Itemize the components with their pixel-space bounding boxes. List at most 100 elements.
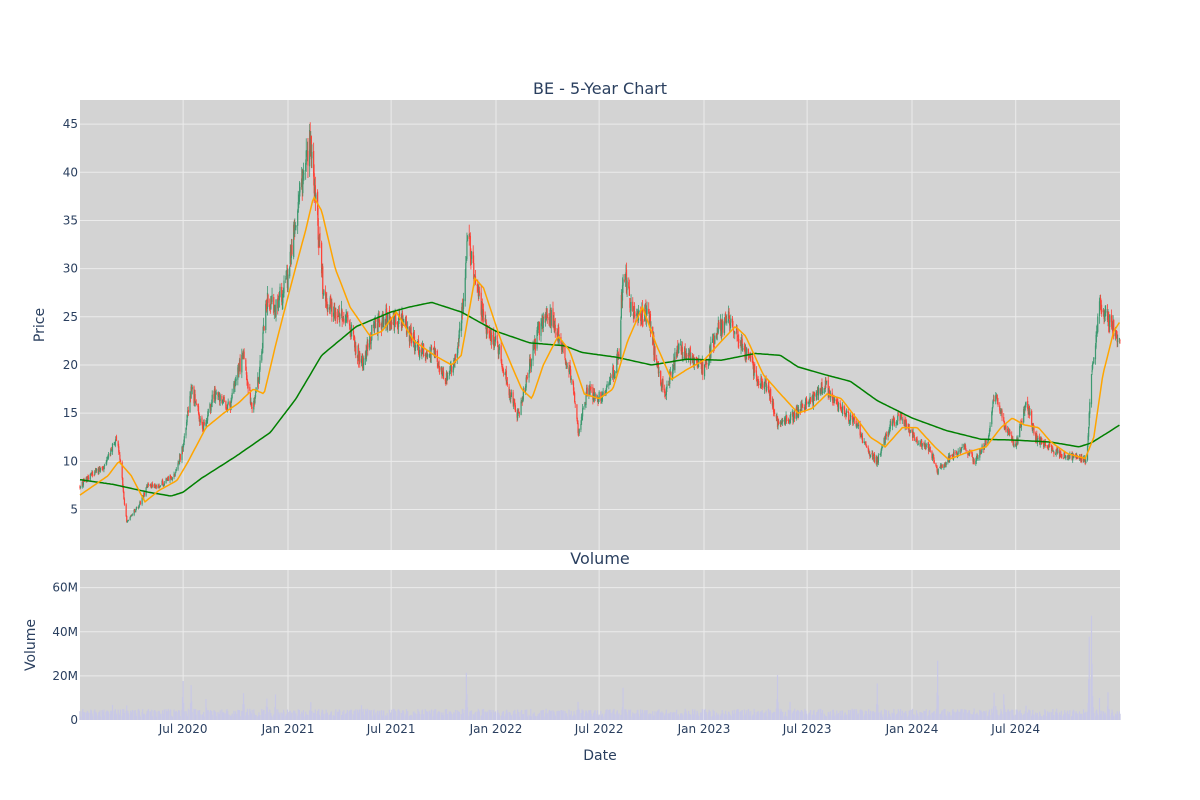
candle-body (868, 448, 870, 454)
volume-bar (215, 716, 217, 720)
candle-body (1090, 374, 1093, 405)
candle-body (191, 387, 193, 390)
candle-body (93, 474, 95, 476)
candle-body (677, 345, 679, 354)
candle-body (968, 451, 971, 455)
volume-bar (518, 716, 520, 720)
volume-bar (969, 713, 971, 720)
volume-bar (913, 714, 915, 720)
candle-body (518, 410, 520, 413)
candle-body (1053, 451, 1055, 454)
candle-body (261, 351, 263, 361)
candle-body (566, 365, 568, 367)
candle-body (434, 349, 436, 358)
volume-bar (766, 716, 768, 720)
candle-body (165, 478, 167, 484)
volume-bar (610, 713, 612, 720)
volume-bar (522, 714, 524, 720)
candle-body (672, 364, 674, 371)
volume-bar (79, 716, 82, 720)
volume-bar (478, 711, 481, 720)
candle-body (916, 438, 918, 444)
volume-bar (518, 712, 520, 720)
candle-body (353, 334, 355, 339)
candle-body (905, 420, 907, 428)
candle-body (227, 401, 229, 405)
volume-bar (634, 713, 636, 720)
candle-body (609, 376, 612, 381)
candle-body (347, 315, 349, 322)
candle-body (496, 335, 498, 340)
candle-body (945, 462, 947, 466)
x-tick-label: Jul 2021 (366, 722, 416, 736)
candle-body (490, 332, 493, 343)
volume-bar (608, 709, 610, 720)
candle-body (509, 392, 511, 398)
volume-bar (1105, 714, 1107, 720)
candle-body (91, 471, 94, 476)
volume-bar (786, 716, 788, 720)
volume-bar (103, 709, 105, 720)
candle-body (915, 439, 917, 442)
volume-bar (287, 712, 289, 720)
candle-body (542, 316, 544, 328)
candle-body (1047, 447, 1049, 449)
candle-body (1007, 428, 1009, 432)
volume-bar (568, 709, 570, 720)
candle-body (293, 224, 295, 258)
candle-body (973, 459, 975, 465)
volume-bar (953, 711, 955, 720)
candle-body (525, 377, 527, 388)
volume-bar (682, 714, 684, 720)
candle-body (737, 335, 739, 337)
x-tick-label: Jan 2022 (469, 722, 523, 736)
candle-body (289, 251, 291, 265)
volume-y-tick-label: 0 (70, 713, 78, 727)
volume-plot-background (80, 570, 1120, 720)
x-tick-label: Jul 2024 (990, 722, 1040, 736)
candle-body (86, 476, 89, 482)
candle-body (477, 284, 479, 291)
candle-body (955, 451, 958, 454)
volume-bar (490, 712, 493, 720)
candle-body (648, 309, 650, 314)
candle-body (241, 353, 244, 355)
candle-body (197, 404, 199, 408)
candle-body (341, 310, 343, 321)
candle-body (1005, 426, 1007, 433)
candle-body (311, 151, 313, 159)
volume-bar (510, 715, 512, 720)
candle-body (574, 403, 576, 405)
volume-bar (79, 711, 81, 720)
candle-body (1043, 444, 1045, 447)
candle-body (927, 442, 930, 451)
volume-bar (227, 714, 229, 720)
candle-body (337, 314, 339, 316)
candle-body (258, 369, 261, 380)
volume-bar (506, 712, 508, 720)
candle-body (746, 348, 748, 357)
volume-bar (646, 710, 648, 720)
candle-body (1098, 301, 1101, 317)
candle-body (738, 339, 740, 344)
candle-body (1081, 456, 1083, 462)
candle-body (620, 295, 622, 319)
volume-bar (362, 709, 364, 720)
candle-body (665, 394, 667, 397)
candle-body (249, 387, 251, 391)
candle-body (825, 381, 828, 383)
candle-body (389, 317, 392, 326)
candle-body (415, 346, 417, 348)
candle-body (250, 402, 253, 407)
volume-bar (167, 708, 169, 720)
volume-bar (929, 714, 931, 720)
volume-bar (395, 711, 397, 720)
candle-body (788, 419, 790, 422)
volume-bar (570, 710, 572, 720)
candle-body (446, 375, 449, 380)
candle-body (302, 175, 304, 194)
volume-bar (961, 709, 963, 720)
volume-bar (542, 709, 544, 720)
volume-bar (359, 709, 361, 720)
candle-body (126, 521, 128, 523)
